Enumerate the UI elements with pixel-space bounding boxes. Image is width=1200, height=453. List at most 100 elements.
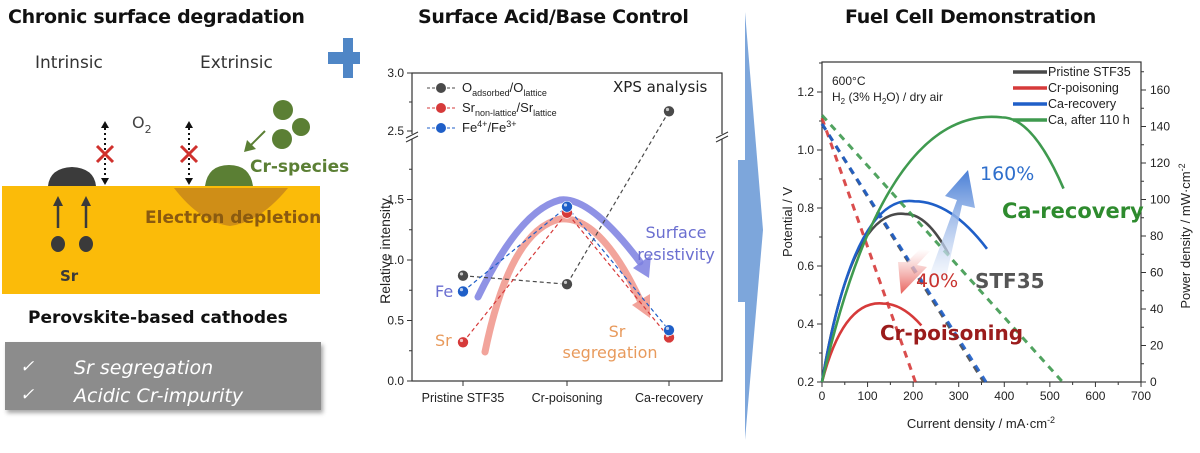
checklist-box (5, 342, 321, 410)
y-tick-label: 0.5 (387, 314, 404, 328)
axis-break-mark (405, 135, 419, 143)
surface-resistivity-label: Surface (646, 223, 707, 242)
x-tick-label: 700 (1131, 389, 1151, 403)
y2-tick-label: 160 (1150, 83, 1170, 97)
cr-poisoning-annotation: Cr-poisoning (880, 321, 1023, 345)
degradation-schematic: Intrinsic Extrinsic Cr-species O2 Electr… (2, 38, 360, 410)
legend-entry: Ca-recovery (1048, 97, 1117, 111)
sr-label: Sr (60, 267, 79, 285)
x-tick-label: Ca-recovery (635, 391, 704, 405)
y-tick-label: 0.4 (797, 317, 814, 331)
cr-species-deposit (205, 165, 253, 186)
stf35-annotation: STF35 (975, 269, 1045, 293)
x-tick-label: 300 (949, 389, 969, 403)
y2-tick-label: 140 (1150, 120, 1170, 134)
check-icon: ✓ (20, 357, 34, 376)
extrinsic-label: Extrinsic (200, 53, 273, 73)
x-tick-label: 400 (994, 389, 1014, 403)
x-tick-label: Cr-poisoning (532, 391, 603, 405)
legend-marker (436, 103, 446, 113)
legend-entry: Fe4+/Fe3+ (462, 119, 517, 135)
legend-entry: Srnon-lattice/Srlattice (462, 100, 557, 118)
cathode-label: Perovskite-based cathodes (28, 308, 288, 328)
data-point-highlight (459, 288, 464, 292)
series-line-0 (462, 110, 670, 285)
y-tick-label: 0.2 (797, 375, 814, 389)
condition-temperature: 600°C (832, 74, 866, 88)
fe-trend-arrowhead (633, 255, 651, 278)
y2-axis-label: Power density / mW·cm-2 (1177, 163, 1193, 308)
power-curve (820, 115, 1065, 383)
y-tick-label: 3.0 (387, 66, 404, 80)
o2-arrow-extrinsic-icon (179, 121, 199, 185)
x-tick-label: 100 (858, 389, 878, 403)
legend-entry: Cr-poisoning (1048, 81, 1119, 95)
y-tick-label: 0.6 (797, 259, 814, 273)
check-icon: ✓ (20, 385, 34, 404)
legend-entry: Pristine STF35 (1048, 65, 1131, 79)
plus-icon (328, 38, 360, 78)
cr-species-label: Cr-species (250, 157, 349, 177)
legend-marker (436, 83, 446, 93)
middle-panel-title: Surface Acid/Base Control (418, 6, 689, 28)
data-point-highlight (665, 326, 670, 330)
left-panel-title: Chronic surface degradation (8, 6, 305, 28)
electron-depletion-label: Electron depletion (145, 208, 321, 228)
sr-trend-arrow (481, 215, 644, 356)
flow-chevron-icon (738, 12, 763, 440)
axis-break (718, 134, 726, 139)
data-point-highlight (563, 280, 568, 284)
xps-chart-title: XPS analysis (613, 78, 708, 96)
sr-annotation: Sr (435, 331, 452, 350)
checklist-item: ✓ Sr segregation (20, 357, 213, 379)
y2-tick-label: 100 (1150, 193, 1170, 207)
surface-resistivity-label: resistivity (637, 245, 715, 264)
decrease-arrow-icon (898, 249, 930, 294)
sr-trend-arrowhead (632, 294, 650, 318)
axis-break-mark (715, 135, 729, 143)
condition-gas: H2 (3% H2O) / dry air (832, 90, 943, 106)
y2-tick-label: 0 (1150, 375, 1157, 389)
data-point-highlight (459, 338, 464, 343)
x-tick-label: 200 (903, 389, 923, 403)
checklist-item: ✓ Acidic Cr-impurity (20, 385, 244, 407)
y-tick-label: 1.2 (797, 85, 814, 99)
cr-species-particle (273, 100, 293, 120)
o2-arrow-intrinsic-icon (95, 121, 115, 185)
sr-oxide-blob (48, 167, 96, 186)
decrease-percent-label: 40% (916, 270, 958, 292)
data-point-highlight (459, 272, 464, 276)
x-tick-label: 500 (1040, 389, 1060, 403)
series-line-1 (462, 211, 670, 343)
cr-species-particle (272, 129, 292, 149)
sr-segregation-label: Sr (609, 322, 626, 341)
y-tick-label: 0.8 (797, 201, 814, 215)
increase-percent-label: 160% (980, 163, 1034, 185)
y-tick-label: 0.0 (387, 374, 404, 388)
increase-arrow-icon (927, 170, 975, 287)
x-axis-label: Current density / mA·cm-2 (907, 415, 1055, 431)
sr-segregation-label: segregation (562, 343, 657, 362)
x-tick-label: 0 (819, 389, 826, 403)
sr-migration-arrows-icon (51, 196, 93, 252)
right-panel-title: Fuel Cell Demonstration (845, 6, 1096, 28)
y2-tick-label: 60 (1150, 266, 1164, 280)
axis-break-mark (715, 131, 729, 139)
o2-label: O2 (132, 113, 152, 136)
x-tick-label: 600 (1085, 389, 1105, 403)
y2-tick-label: 80 (1150, 229, 1164, 243)
y-tick-label: 1.0 (387, 253, 404, 267)
x-tick-label: Pristine STF35 (422, 391, 505, 405)
intrinsic-label: Intrinsic (35, 53, 103, 73)
power-curve (820, 302, 923, 383)
axis-break (408, 134, 416, 139)
y-axis-label: Relative intensity (377, 198, 393, 304)
legend-entry: Oadsorbed/Olattice (462, 80, 547, 98)
legend-entry: Ca, after 110 h (1048, 113, 1130, 127)
iv-curve (820, 114, 1064, 384)
y-axis-label: Potential / V (780, 187, 795, 257)
ca-recovery-annotation: Ca-recovery (1002, 199, 1144, 223)
y2-tick-label: 40 (1150, 302, 1164, 316)
